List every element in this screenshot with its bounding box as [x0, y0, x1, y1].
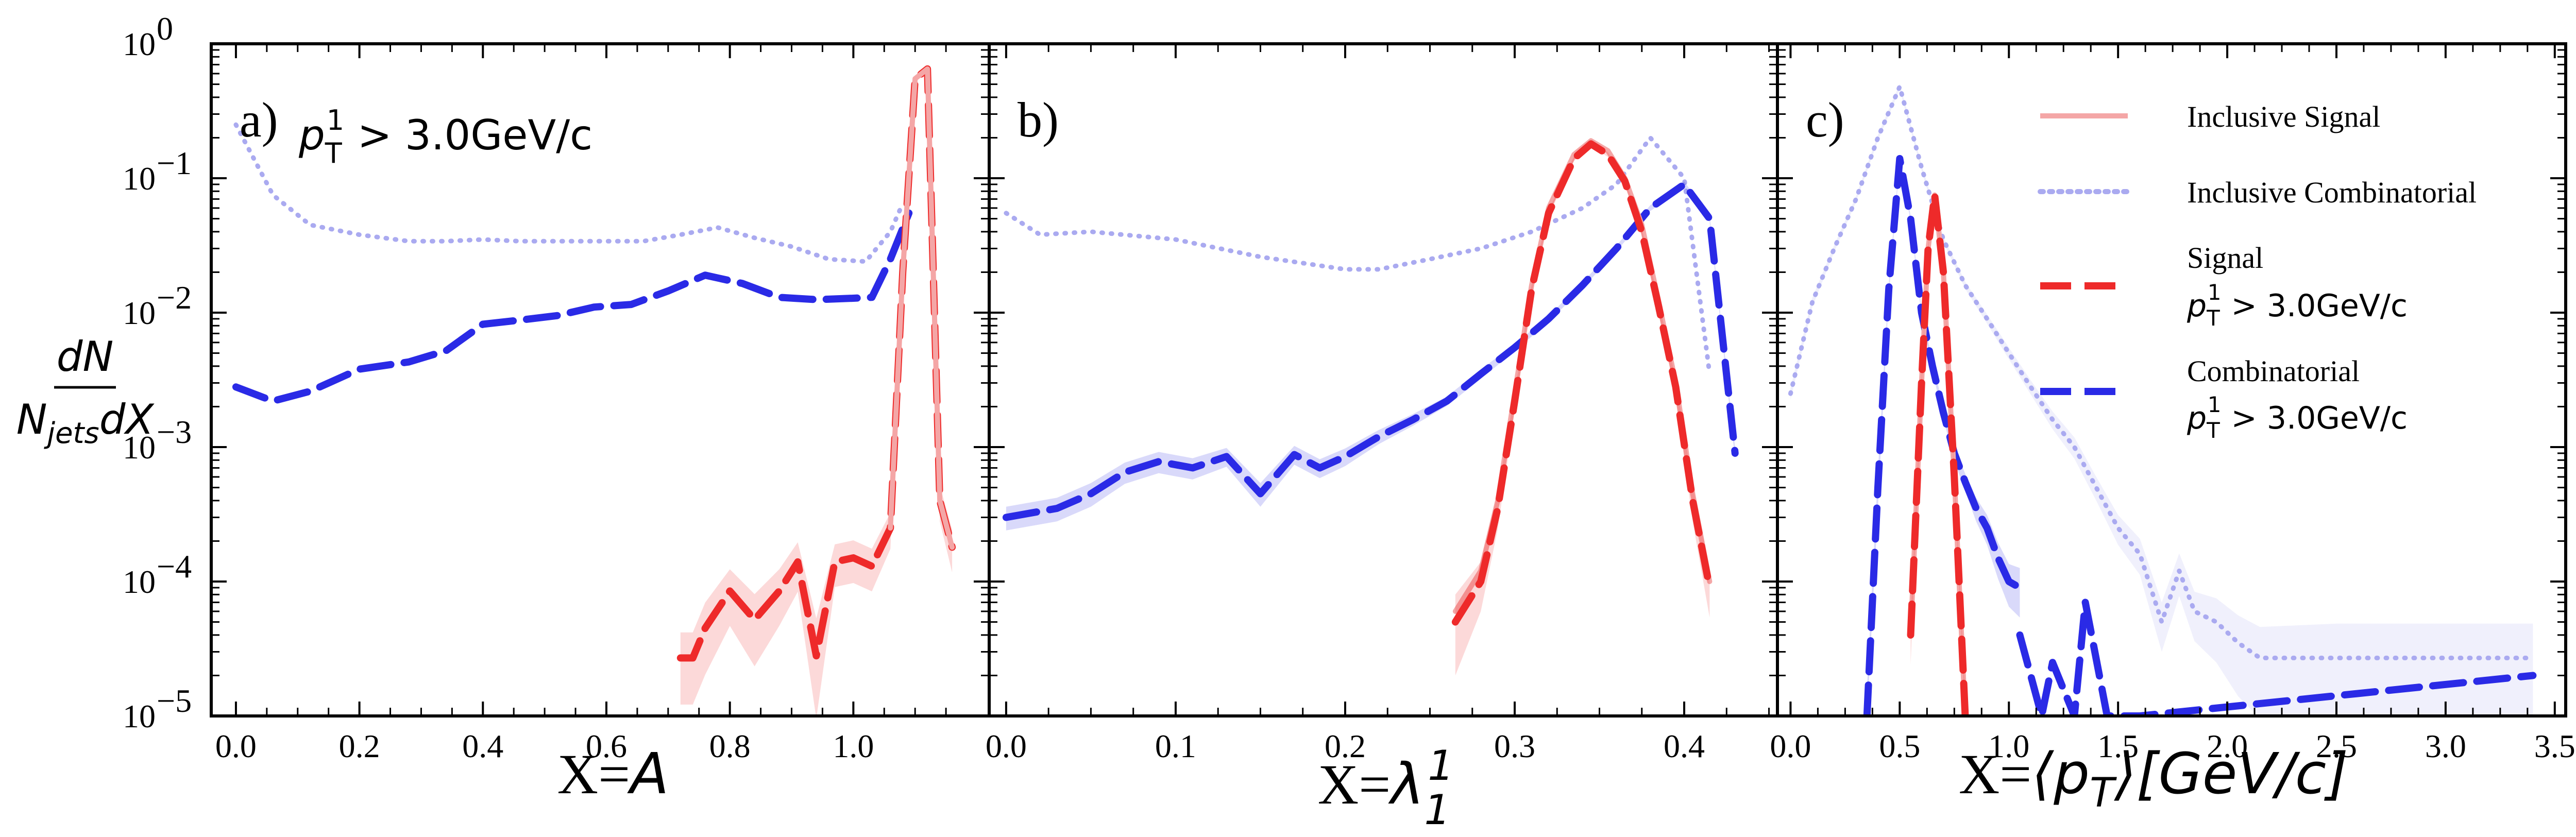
- x-tick-label: 0.0: [1770, 728, 1811, 764]
- band-signal: [1455, 141, 1710, 676]
- y-tick-label: 10: [123, 160, 156, 197]
- y-tick-exponent: −4: [157, 548, 192, 585]
- y-axis-label: dN NjetsdX: [16, 333, 155, 450]
- x-tick-label: 3.0: [2425, 728, 2466, 764]
- x-tick-label: 0.0: [215, 728, 257, 764]
- y-tick-label: 10: [123, 26, 156, 62]
- x-tick-label: 1.0: [1988, 728, 2029, 764]
- x-tick-label: 1.0: [833, 728, 874, 764]
- x-tick-label: 0.3: [1494, 728, 1535, 764]
- line-signal: [1451, 140, 1714, 626]
- x-tick-label: 0.8: [709, 728, 751, 764]
- x-tick-label: 0.2: [1325, 728, 1366, 764]
- legend-label-inclusive-combinatorial: Inclusive Combinatorial: [2187, 176, 2477, 209]
- x-axis-label-a: X=A: [557, 741, 669, 807]
- legend-label-combinatorial: Combinatorial: [2187, 354, 2360, 388]
- x-tick-label: 2.0: [2207, 728, 2248, 764]
- panel-label: b): [1018, 92, 1059, 147]
- panel-c: 0.0 0.5 1.0 1.5 2.0 2.5 3.0 3.5 c): [1770, 42, 2575, 764]
- panel-b: 0.0 0.1 0.2 0.3 0.4 b): [986, 42, 1779, 764]
- legend-sublabel-signal: pT1 > 3.0GeV/c: [2187, 280, 2408, 331]
- x-tick-label: 0.0: [986, 728, 1027, 764]
- x-tick-label: 0.2: [339, 728, 380, 764]
- line-signal: [1907, 191, 1969, 716]
- band-inclusive-combinatorial: [1790, 83, 2533, 716]
- x-tick-label: 0.5: [1879, 728, 1920, 764]
- y-tick-exponent: −3: [157, 414, 192, 450]
- x-tick-label: 0.1: [1155, 728, 1196, 764]
- x-tick-label: 1.5: [2097, 728, 2139, 764]
- panel-label: c): [1806, 92, 1844, 147]
- legend: Inclusive Signal Inclusive Combinatorial…: [2038, 100, 2477, 443]
- x-axis-label-b: X=λ11: [1318, 742, 1454, 834]
- series-layer: [1002, 135, 1739, 676]
- panel-a-cut-annotation: pT1 > 3.0GeV/c: [298, 104, 592, 169]
- line-inclusive-signal: [888, 66, 955, 550]
- line-inclusive-combinatorial: [1788, 84, 2535, 660]
- line-combinatorial: [1863, 155, 2024, 716]
- y-tick-label: 10: [123, 563, 156, 600]
- legend-sublabel-combinatorial: pT1 > 3.0GeV/c: [2187, 392, 2408, 443]
- plot-frame: [1776, 42, 2567, 718]
- y-tick-exponent: −5: [157, 682, 192, 719]
- x-tick-label: 0.4: [462, 728, 503, 764]
- legend-label-inclusive-signal: Inclusive Signal: [2187, 100, 2380, 133]
- line-inclusive-combinatorial: [1004, 135, 1712, 377]
- line-combinatorial: [1002, 180, 1739, 521]
- y-tick-label: 10: [123, 698, 156, 734]
- y-label-numerator: dN: [57, 333, 114, 381]
- x-tick-label: 0.4: [1664, 728, 1705, 764]
- legend-label-signal: Signal: [2187, 241, 2263, 275]
- line-combinatorial-sparse-tail: [2016, 599, 2537, 716]
- plot-frame: [988, 42, 1779, 718]
- line-combinatorial: [232, 209, 913, 405]
- line-inclusive-combinatorial: [233, 122, 905, 264]
- x-tick-label: 3.5: [2534, 728, 2575, 764]
- x-tick-label: 0.6: [586, 728, 627, 764]
- y-tick-exponent: −1: [157, 145, 192, 181]
- band-signal: [680, 66, 953, 716]
- y-tick-label: 10: [123, 295, 156, 331]
- x-axis-label-c: X=⟨pT⟩[GeV/c]: [1959, 741, 2348, 816]
- panel-label: a): [240, 92, 278, 147]
- series-layer: [1788, 83, 2537, 716]
- y-tick-label: 10: [123, 429, 156, 466]
- panel-a: 0.0 0.2 0.4 0.6 0.8 1.010−510−410−310−210−110…: [123, 10, 991, 764]
- x-tick-label: 2.5: [2316, 728, 2357, 764]
- y-tick-exponent: 0: [157, 10, 173, 47]
- y-label-denominator: NjetsdX: [16, 396, 155, 450]
- y-tick-exponent: −2: [157, 279, 192, 316]
- series-layer: [232, 65, 956, 716]
